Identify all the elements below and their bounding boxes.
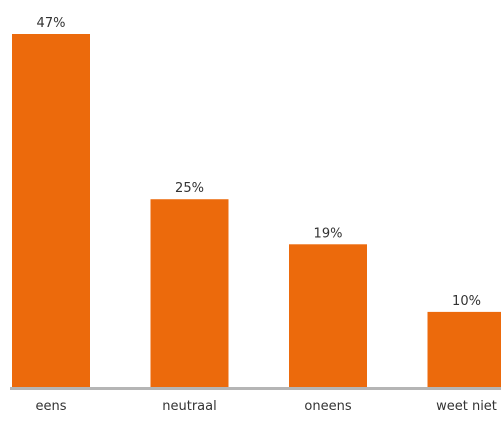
value-label-oneens: 19%	[314, 226, 343, 241]
value-label-weet-niet: 10%	[452, 294, 481, 309]
category-labels-group: eens neutraal oneens weet niet	[35, 399, 496, 414]
category-label-oneens: oneens	[304, 399, 351, 414]
bar-weet-niet	[428, 312, 501, 387]
bar-oneens	[289, 244, 367, 387]
bar-neutraal	[151, 199, 229, 387]
value-labels-group: 47% 25% 19% 10%	[37, 16, 481, 309]
bars-group	[12, 34, 501, 387]
category-label-eens: eens	[35, 399, 66, 414]
value-label-eens: 47%	[37, 16, 66, 31]
value-label-neutraal: 25%	[175, 181, 204, 196]
category-label-neutraal: neutraal	[162, 399, 216, 414]
bar-eens	[12, 34, 90, 387]
category-label-weet-niet: weet niet	[436, 399, 497, 414]
